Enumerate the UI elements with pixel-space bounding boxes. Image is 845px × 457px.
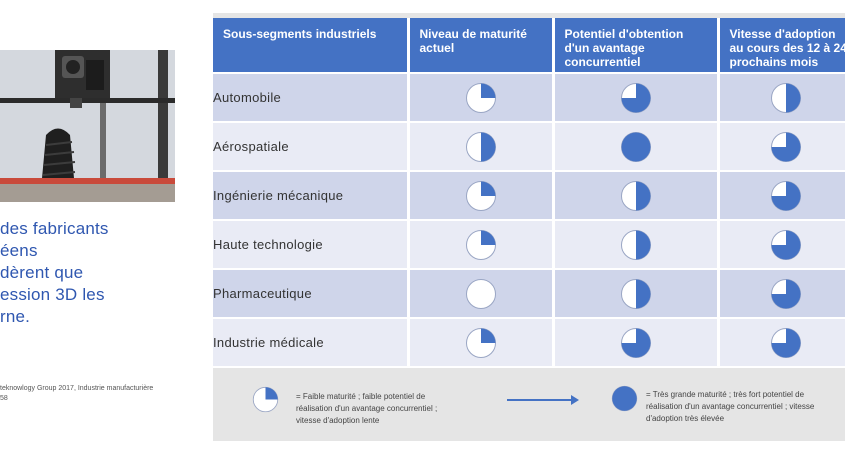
column-header-line: Vitesse d'adoption — [729, 27, 836, 41]
rating-cell — [408, 171, 555, 221]
harvey-ball-icon — [770, 131, 801, 162]
legend-high-harvey-ball-icon — [611, 385, 638, 417]
column-header-line: Sous-segments industriels — [223, 27, 377, 41]
column-header: Sous-segments industriels — [213, 18, 410, 74]
harvey-ball-icon — [620, 327, 651, 358]
rating-cell — [718, 171, 845, 221]
quote-text: des fabricants éens dèrent que ession 3D le… — [0, 218, 200, 328]
quote-line: éens — [0, 241, 38, 260]
harvey-ball-icon — [770, 327, 801, 358]
source-line: 58 — [0, 395, 8, 402]
row-label: Industrie médicale — [213, 318, 410, 368]
harvey-ball-icon — [465, 131, 496, 162]
table-header-row: Sous-segments industriels Niveau de matur… — [213, 18, 845, 74]
rating-cell — [553, 269, 720, 319]
legend-high-line: = Très grande maturité ; très fort poten… — [646, 390, 805, 399]
legend-low-line: réalisation d'un avantage concurrentiel … — [296, 404, 438, 413]
rating-cell — [408, 122, 555, 172]
rating-cell — [718, 122, 845, 172]
table-row: Industrie médicale — [213, 318, 845, 368]
harvey-ball-icon — [620, 229, 651, 260]
maturity-table: Sous-segments industriels Niveau de matur… — [213, 18, 845, 368]
quote-line: dèrent que — [0, 263, 84, 282]
legend-low-line: vitesse d'adoption lente — [296, 416, 380, 425]
harvey-ball-icon — [620, 180, 651, 211]
harvey-ball-icon — [465, 229, 496, 260]
row-label: Haute technologie — [213, 220, 410, 270]
row-label: Aérospatiale — [213, 122, 410, 172]
harvey-ball-icon — [620, 278, 651, 309]
legend-high-line: réalisation d'un avantage concurrentiel … — [646, 402, 815, 411]
harvey-ball-icon — [620, 82, 651, 113]
harvey-ball-icon — [611, 385, 638, 412]
harvey-ball-icon — [465, 278, 496, 309]
rating-cell — [408, 220, 555, 270]
harvey-ball-icon — [770, 278, 801, 309]
quote-line: rne. — [0, 307, 31, 326]
column-header-line: Potentiel d'obtention — [564, 27, 684, 41]
column-header-line: prochains mois — [729, 55, 819, 69]
column-header-line: actuel — [419, 41, 455, 55]
harvey-ball-icon — [770, 180, 801, 211]
table-row: Haute technologie — [213, 220, 845, 270]
rating-cell — [408, 73, 555, 123]
table-row: Pharmaceutique — [213, 269, 845, 319]
column-header: Vitesse d'adoption au cours des 12 à 24 pr… — [718, 18, 845, 74]
rating-cell — [408, 269, 555, 319]
legend-low-text: = Faible maturité ; faible potentiel de r… — [296, 391, 437, 427]
legend-high-line: d'adoption très élevée — [646, 414, 725, 423]
harvey-ball-icon — [465, 180, 496, 211]
rating-cell — [718, 318, 845, 368]
rating-cell — [553, 318, 720, 368]
quote-line: ession 3D les — [0, 285, 105, 304]
rating-cell — [408, 318, 555, 368]
rating-cell — [718, 269, 845, 319]
rating-cell — [718, 73, 845, 123]
table-row: Aérospatiale — [213, 122, 845, 172]
harvey-ball-icon — [252, 386, 279, 413]
harvey-ball-icon — [465, 327, 496, 358]
column-header-line: d'un avantage — [564, 41, 645, 55]
column-header-line: au cours des 12 à 24 — [729, 41, 845, 55]
table-row: Automobile — [213, 73, 845, 123]
column-header-line: Niveau de maturité — [419, 27, 527, 41]
row-label: Ingénierie mécanique — [213, 171, 410, 221]
source-line: teknowlogy Group 2017, Industrie manufac… — [0, 385, 154, 392]
column-header: Niveau de maturité actuel — [408, 18, 555, 74]
legend-low-harvey-ball-icon — [252, 386, 279, 418]
column-header: Potentiel d'obtention d'un avantage concur… — [553, 18, 720, 74]
3d-printer-photo — [0, 50, 175, 202]
table-row: Ingénierie mécanique — [213, 171, 845, 221]
harvey-ball-icon — [770, 82, 801, 113]
harvey-ball-icon — [620, 131, 651, 162]
row-label: Pharmaceutique — [213, 269, 410, 319]
rating-cell — [553, 171, 720, 221]
row-label: Automobile — [213, 73, 410, 123]
legend-low-line: = Faible maturité ; faible potentiel de — [296, 392, 426, 401]
harvey-ball-icon — [770, 229, 801, 260]
quote-line: des fabricants — [0, 219, 109, 238]
rating-cell — [553, 73, 720, 123]
rating-cell — [718, 220, 845, 270]
rating-cell — [553, 122, 720, 172]
rating-cell — [553, 220, 720, 270]
harvey-ball-icon — [465, 82, 496, 113]
legend-high-text: = Très grande maturité ; très fort poten… — [646, 389, 814, 425]
source-note: teknowlogy Group 2017, Industrie manufac… — [0, 384, 200, 404]
column-header-line: concurrentiel — [564, 55, 641, 69]
arrow-right-icon — [507, 393, 579, 411]
